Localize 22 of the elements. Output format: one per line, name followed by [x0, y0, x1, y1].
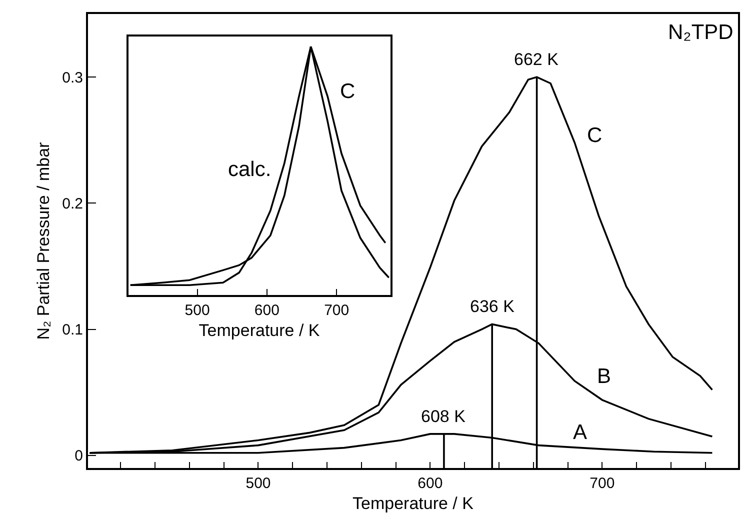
x-tick-label: 500 — [184, 302, 210, 320]
y-tick-label: 0.3 — [62, 69, 83, 86]
x-tick-label: 600 — [418, 475, 443, 492]
x-tick-label: 600 — [254, 302, 280, 320]
x-axis-title: Temperature / K — [352, 494, 474, 513]
ref-line-label: 608 K — [421, 407, 466, 426]
x-axis-title: Temperature / K — [198, 320, 320, 340]
ref-line-label: 636 K — [470, 297, 516, 316]
series-label: C — [587, 124, 602, 147]
y-tick-label: 0 — [74, 448, 83, 465]
ref-line-label: 662 K — [514, 50, 560, 69]
x-tick-label: 500 — [246, 475, 271, 492]
series-label: C — [340, 80, 356, 103]
series-label: A — [573, 421, 588, 444]
y-tick-label: 0.1 — [62, 322, 83, 339]
y-axis-title: N₂ Partial Pressure / mbar — [34, 142, 54, 340]
series-label: B — [597, 365, 612, 388]
chart-title: N₂TPD — [668, 21, 734, 44]
y-tick-label: 0.2 — [62, 195, 83, 212]
x-tick-label: 700 — [590, 475, 615, 492]
x-tick-label: 700 — [324, 302, 350, 320]
series-label: calc. — [228, 158, 272, 181]
